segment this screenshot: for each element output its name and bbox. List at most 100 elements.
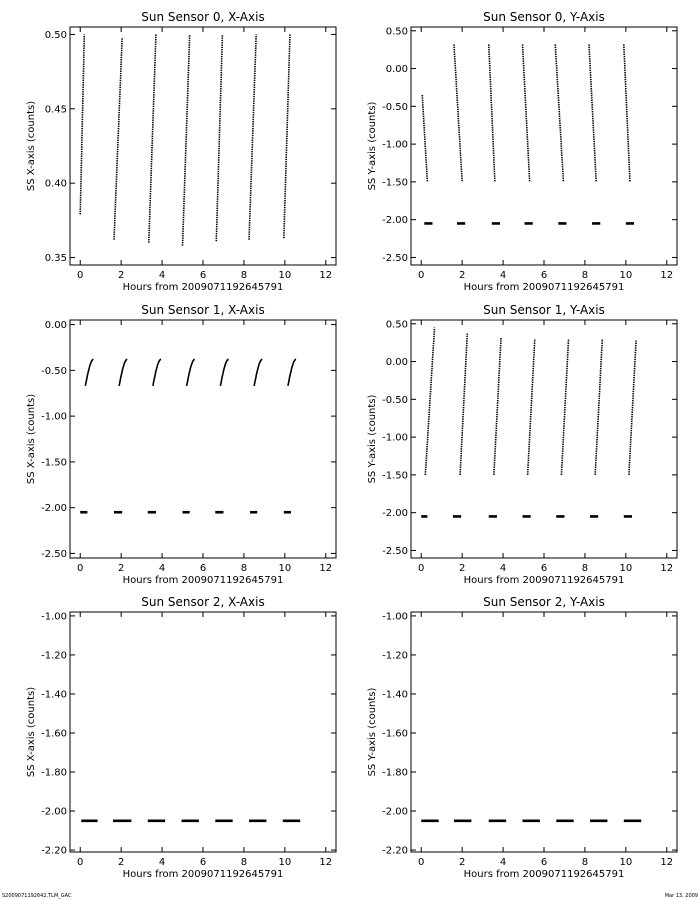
data-pass-0 — [421, 94, 429, 182]
x-tick-label: 4 — [159, 270, 165, 281]
data-pass-1 — [113, 37, 123, 240]
chart-panel-5: Sun Sensor 2, Y-Axis 0 2 4 6 8 10 12 -2.20 -2.00 -… — [367, 595, 678, 880]
y-tick-label: 0.00 — [386, 64, 408, 75]
x-tick-label: 12 — [319, 270, 332, 281]
y-tick-label: -1.40 — [382, 689, 408, 700]
chart-title: Sun Sensor 2, X-Axis — [141, 595, 264, 609]
x-tick-label: 2 — [118, 857, 124, 868]
y-axis-label: SS X-axis (counts) — [26, 394, 37, 484]
y-tick-label: 0.40 — [45, 179, 67, 190]
data-pass-6 — [287, 358, 297, 387]
y-tick-label: -2.50 — [382, 546, 408, 557]
y-tick-label: -2.50 — [382, 253, 408, 264]
chart-title: Sun Sensor 2, Y-Axis — [483, 595, 605, 609]
x-tick-label: 2 — [459, 563, 465, 574]
y-tick-label: -1.00 — [382, 433, 408, 444]
x-tick-label: 0 — [77, 270, 83, 281]
x-tick-label: 12 — [319, 857, 332, 868]
x-tick-label: 2 — [118, 270, 124, 281]
chart-panel-1: Sun Sensor 0, Y-Axis 0 2 4 6 8 10 12 -2.50 -2.00 -… — [367, 10, 678, 293]
chart-title: Sun Sensor 0, X-Axis — [141, 10, 264, 24]
y-tick-label: 0.00 — [386, 357, 408, 368]
y-axis-label: SS X-axis (counts) — [26, 101, 37, 191]
x-tick-label: 12 — [660, 857, 673, 868]
y-tick-label: -2.00 — [41, 807, 67, 818]
y-tick-label: -1.50 — [382, 177, 408, 188]
y-tick-label: -2.00 — [382, 215, 408, 226]
x-tick-label: 0 — [77, 563, 83, 574]
data-pass-2 — [148, 34, 157, 243]
x-axis-label: Hours from 2009071192645791 — [123, 575, 284, 586]
x-tick-label: 8 — [241, 563, 247, 574]
y-axis-label: SS Y-axis (counts) — [367, 687, 378, 776]
data-pass-3 — [526, 338, 536, 475]
data-pass-3 — [185, 358, 195, 387]
y-tick-label: -0.50 — [41, 366, 67, 377]
x-axis-label: Hours from 2009071192645791 — [464, 869, 625, 880]
y-tick-label: -1.50 — [41, 457, 67, 468]
x-tick-label: 12 — [660, 563, 673, 574]
footer-filename: S2009071192642.TLM_GAC — [2, 893, 72, 899]
y-tick-label: 0.35 — [45, 253, 67, 264]
y-tick-label: -1.80 — [382, 768, 408, 779]
x-tick-label: 10 — [278, 857, 291, 868]
x-tick-label: 12 — [319, 563, 332, 574]
y-tick-label: -2.20 — [382, 846, 408, 857]
y-tick-label: 0.00 — [45, 320, 67, 331]
x-tick-label: 0 — [418, 857, 424, 868]
x-tick-label: 8 — [241, 270, 247, 281]
chart-panel-3: Sun Sensor 1, Y-Axis 0 2 4 6 8 10 12 -2.50 -2.00 -… — [367, 303, 678, 586]
chart-title: Sun Sensor 1, X-Axis — [141, 303, 264, 317]
y-tick-label: -1.60 — [382, 728, 408, 739]
x-tick-label: 6 — [541, 563, 547, 574]
data-pass-1 — [459, 333, 469, 475]
plot-frame — [410, 26, 678, 266]
footer-date: Mar 13, 2009 — [664, 893, 698, 899]
y-tick-label: -1.00 — [41, 611, 67, 622]
data-pass-5 — [594, 338, 604, 475]
data-pass-6 — [623, 44, 631, 182]
x-tick-label: 6 — [200, 270, 206, 281]
y-tick-label: -1.00 — [382, 611, 408, 622]
y-tick-label: -0.50 — [382, 102, 408, 113]
chart-panel-2: Sun Sensor 1, X-Axis 0 2 4 6 8 10 12 -2.50 -2.00 -… — [26, 303, 337, 586]
x-tick-label: 2 — [118, 563, 124, 574]
plot-frame — [69, 319, 337, 559]
y-tick-label: -2.50 — [41, 549, 67, 560]
chart-panel-4: Sun Sensor 2, X-Axis 0 2 4 6 8 10 12 -2.20 -2.00 -… — [26, 595, 337, 880]
x-axis-label: Hours from 2009071192645791 — [464, 575, 625, 586]
x-tick-label: 0 — [418, 563, 424, 574]
data-pass-6 — [283, 34, 291, 239]
x-tick-label: 8 — [582, 563, 588, 574]
y-tick-label: -0.50 — [382, 395, 408, 406]
plot-frame — [69, 26, 337, 266]
data-pass-3 — [521, 44, 531, 182]
chart-panel-0: Sun Sensor 0, X-Axis 0 2 4 6 8 10 12 0.35 0.40 0.4… — [26, 10, 337, 293]
y-axis-label: SS X-axis (counts) — [26, 687, 37, 777]
data-pass-4 — [554, 44, 565, 182]
y-tick-label: -1.50 — [382, 470, 408, 481]
x-tick-label: 10 — [278, 563, 291, 574]
x-tick-label: 0 — [77, 857, 83, 868]
y-tick-label: 0.45 — [45, 104, 67, 115]
y-tick-label: -2.00 — [41, 503, 67, 514]
x-axis-label: Hours from 2009071192645791 — [123, 869, 284, 880]
y-tick-label: -2.00 — [382, 807, 408, 818]
data-pass-0 — [84, 358, 94, 387]
x-tick-label: 10 — [619, 270, 632, 281]
data-pass-5 — [253, 358, 263, 386]
data-pass-3 — [181, 34, 191, 246]
data-pass-6 — [628, 340, 637, 475]
x-tick-label: 2 — [459, 270, 465, 281]
y-tick-label: -2.00 — [382, 508, 408, 519]
chart-title: Sun Sensor 0, Y-Axis — [483, 10, 605, 24]
data-pass-0 — [424, 327, 436, 475]
y-axis-label: SS Y-axis (counts) — [367, 101, 378, 190]
x-tick-label: 4 — [159, 857, 165, 868]
x-tick-label: 0 — [418, 270, 424, 281]
data-pass-2 — [493, 337, 502, 475]
x-tick-label: 6 — [200, 857, 206, 868]
x-axis-label: Hours from 2009071192645791 — [464, 282, 625, 293]
y-tick-label: -1.20 — [382, 650, 408, 661]
